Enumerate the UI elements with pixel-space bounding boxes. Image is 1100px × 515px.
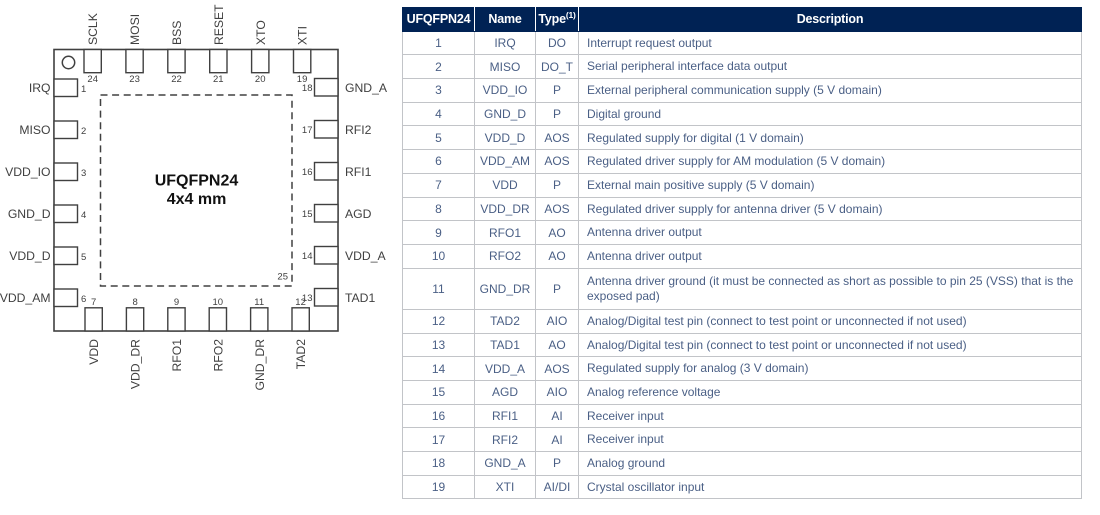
svg-text:VDD_DR: VDD_DR — [129, 339, 143, 389]
svg-text:5: 5 — [81, 252, 86, 263]
svg-text:MISO: MISO — [19, 123, 50, 137]
svg-text:1: 1 — [81, 84, 86, 95]
svg-text:UFQFPN24: UFQFPN24 — [155, 173, 239, 190]
svg-text:19: 19 — [297, 74, 308, 85]
svg-text:MOSI: MOSI — [128, 14, 142, 45]
svg-text:11: 11 — [254, 297, 264, 308]
svg-text:RFO1: RFO1 — [170, 339, 184, 372]
svg-text:13: 13 — [302, 293, 313, 304]
svg-text:SCLK: SCLK — [86, 13, 100, 45]
svg-text:23: 23 — [129, 74, 140, 85]
svg-text:XTO: XTO — [254, 20, 268, 45]
svg-text:9: 9 — [174, 297, 179, 308]
svg-text:6: 6 — [81, 294, 86, 305]
svg-text:17: 17 — [302, 125, 313, 136]
svg-text:4: 4 — [81, 210, 86, 221]
svg-text:VDD: VDD — [87, 339, 101, 365]
svg-text:VDD_AM: VDD_AM — [0, 291, 51, 305]
svg-text:VDD_IO: VDD_IO — [5, 165, 50, 179]
svg-text:2: 2 — [81, 126, 86, 137]
svg-text:18: 18 — [302, 83, 313, 94]
svg-text:TAD2: TAD2 — [294, 339, 308, 369]
svg-text:21: 21 — [213, 74, 224, 85]
svg-text:VDD_A: VDD_A — [345, 249, 387, 263]
svg-text:20: 20 — [255, 74, 266, 85]
svg-text:RFO2: RFO2 — [211, 339, 225, 372]
svg-text:12: 12 — [295, 297, 306, 308]
svg-text:IRQ: IRQ — [29, 81, 51, 95]
svg-text:10: 10 — [213, 297, 224, 308]
svg-text:TAD1: TAD1 — [345, 291, 375, 305]
svg-text:8: 8 — [132, 297, 137, 308]
svg-text:14: 14 — [302, 251, 313, 262]
svg-text:GND_D: GND_D — [8, 207, 51, 221]
svg-text:15: 15 — [302, 209, 313, 220]
svg-text:RESET: RESET — [212, 4, 226, 45]
svg-text:GND_A: GND_A — [345, 81, 388, 95]
svg-text:RFI2: RFI2 — [345, 123, 372, 137]
svg-text:3: 3 — [81, 168, 86, 179]
svg-text:7: 7 — [91, 297, 96, 308]
svg-text:GND_DR: GND_DR — [253, 339, 267, 391]
svg-text:4x4 mm: 4x4 mm — [167, 191, 227, 208]
svg-text:16: 16 — [302, 167, 313, 178]
svg-text:VDD_D: VDD_D — [9, 249, 51, 263]
svg-text:XTI: XTI — [296, 26, 310, 45]
svg-text:AGD: AGD — [345, 207, 372, 221]
svg-text:25: 25 — [277, 272, 288, 283]
svg-text:24: 24 — [87, 74, 98, 85]
svg-text:22: 22 — [171, 74, 182, 85]
svg-text:RFI1: RFI1 — [345, 165, 372, 179]
svg-text:BSS: BSS — [170, 21, 184, 45]
